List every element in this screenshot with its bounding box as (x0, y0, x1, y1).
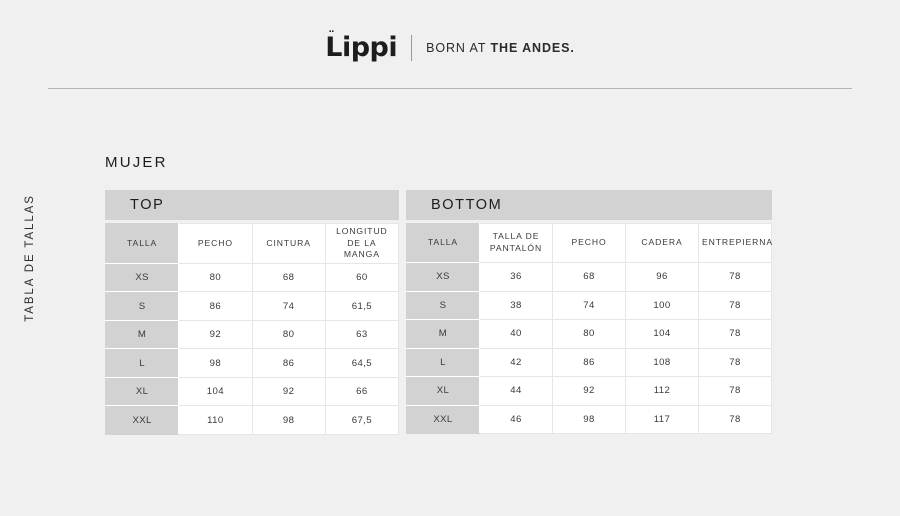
logo-wordmark: Lippi (325, 32, 398, 63)
lippi-logo: ¨ Lippi (325, 30, 398, 63)
cell-pecho: 68 (552, 262, 626, 292)
cell-pecho: 92 (178, 319, 253, 350)
tagline-bold: THE ANDES. (490, 40, 575, 55)
cell-talla: XL (104, 376, 180, 407)
column-header-talla: TALLA (406, 223, 480, 263)
cell-pecho: 110 (178, 405, 253, 435)
brand-header: ¨ Lippi BORN AT THE ANDES. (0, 0, 900, 90)
cell-cadera: 104 (625, 319, 699, 349)
cell-pecho: 98 (552, 404, 626, 434)
cell-pecho: 80 (178, 262, 253, 293)
size-table-bottom: BOTTOM TALLA TALLA DE PANTALÓN PECHO CAD… (406, 190, 772, 434)
cell-talla: XL (406, 376, 480, 406)
cell-cadera: 117 (625, 404, 699, 434)
table-row: L 98 86 64,5 (104, 348, 400, 378)
cell-entrepierna: 78 (698, 376, 772, 406)
cell-pecho: 80 (552, 319, 626, 349)
cell-entrepierna: 78 (698, 404, 772, 434)
tagline-regular: BORN AT (426, 40, 491, 55)
column-header-talla-pantalon: TALLA DE PANTALÓN (479, 223, 553, 263)
table-row: XXL 46 98 117 78 (406, 404, 772, 434)
cell-pecho: 98 (178, 348, 253, 378)
table-bottom: TALLA TALLA DE PANTALÓN PECHO CADERA ENT… (406, 223, 772, 434)
column-header-entrepierna: ENTREPIERNA (698, 223, 772, 263)
table-row: M 40 80 104 78 (406, 319, 772, 349)
cell-talla-pantalon: 38 (479, 290, 553, 320)
cell-longitud-manga: 66 (324, 376, 400, 407)
column-header-talla: TALLA (104, 223, 180, 264)
cell-entrepierna: 78 (698, 290, 772, 320)
table-banner-top: TOP (105, 190, 399, 220)
table-row: S 86 74 61,5 (104, 291, 400, 321)
brand-divider-icon (411, 34, 413, 61)
table-row: XS 36 68 96 78 (406, 262, 772, 292)
table-row: L 42 86 108 78 (406, 347, 772, 377)
table-row: XS 80 68 60 (104, 262, 400, 293)
table-row: M 92 80 63 (104, 319, 400, 350)
cell-longitud-manga: 63 (324, 319, 400, 350)
table-banner-label: TOP (130, 197, 165, 213)
cell-cadera: 100 (625, 290, 699, 320)
cell-cintura: 68 (251, 262, 326, 293)
cell-pecho: 92 (552, 376, 626, 406)
column-header-pecho: PECHO (178, 223, 253, 264)
cell-pecho: 104 (178, 376, 253, 407)
cell-longitud-manga: 61,5 (324, 291, 400, 321)
cell-talla: XS (104, 262, 180, 293)
table-header-row: TALLA TALLA DE PANTALÓN PECHO CADERA ENT… (406, 223, 772, 263)
table-banner-bottom: BOTTOM (406, 190, 772, 220)
logo-diaeresis-icon: ¨ (328, 30, 335, 45)
cell-talla: L (104, 348, 180, 378)
cell-longitud-manga: 67,5 (324, 405, 400, 435)
cell-longitud-manga: 64,5 (324, 348, 400, 378)
cell-talla: M (104, 319, 180, 350)
cell-talla: L (406, 347, 480, 377)
cell-pecho: 74 (552, 290, 626, 320)
column-header-longitud-manga: LONGITUD DE LA MANGA (324, 223, 400, 264)
table-row: XL 44 92 112 78 (406, 376, 772, 406)
cell-entrepierna: 78 (698, 262, 772, 292)
cell-longitud-manga: 60 (324, 262, 400, 293)
page-title: MUJER (105, 154, 168, 171)
cell-talla: M (406, 319, 480, 349)
cell-cintura: 92 (251, 376, 326, 407)
header-rule (48, 88, 852, 89)
vertical-page-label-text: TABLA DE TALLAS (24, 193, 37, 322)
size-table-top: TOP TALLA PECHO CINTURA LONGITUD DE LA M… (104, 190, 400, 435)
table-row: XXL 110 98 67,5 (104, 405, 400, 435)
table-banner-label: BOTTOM (431, 197, 503, 213)
table-row: XL 104 92 66 (104, 376, 400, 407)
cell-talla-pantalon: 44 (479, 376, 553, 406)
cell-talla: S (406, 290, 480, 320)
table-header-row: TALLA PECHO CINTURA LONGITUD DE LA MANGA (104, 223, 400, 264)
cell-talla: S (104, 291, 180, 321)
cell-cintura: 86 (251, 348, 326, 378)
cell-talla-pantalon: 36 (479, 262, 553, 292)
cell-pecho: 86 (178, 291, 253, 321)
cell-entrepierna: 78 (698, 319, 772, 349)
brand-tagline: BORN AT THE ANDES. (426, 41, 575, 55)
cell-cadera: 108 (625, 347, 699, 377)
vertical-page-label: TABLA DE TALLAS (0, 175, 60, 340)
column-header-cadera: CADERA (625, 223, 699, 263)
cell-talla: XXL (406, 404, 480, 434)
column-header-cintura: CINTURA (251, 223, 326, 264)
cell-cadera: 112 (625, 376, 699, 406)
brand-lockup: ¨ Lippi BORN AT THE ANDES. (0, 30, 900, 63)
cell-talla-pantalon: 42 (479, 347, 553, 377)
cell-entrepierna: 78 (698, 347, 772, 377)
cell-talla: XS (406, 262, 480, 292)
cell-talla: XXL (104, 405, 180, 435)
table-row: S 38 74 100 78 (406, 290, 772, 320)
cell-cadera: 96 (625, 262, 699, 292)
table-top: TALLA PECHO CINTURA LONGITUD DE LA MANGA… (104, 223, 400, 435)
column-header-pecho: PECHO (552, 223, 626, 263)
cell-cintura: 74 (251, 291, 326, 321)
cell-cintura: 80 (251, 319, 326, 350)
cell-talla-pantalon: 46 (479, 404, 553, 434)
cell-cintura: 98 (251, 405, 326, 435)
cell-pecho: 86 (552, 347, 626, 377)
cell-talla-pantalon: 40 (479, 319, 553, 349)
